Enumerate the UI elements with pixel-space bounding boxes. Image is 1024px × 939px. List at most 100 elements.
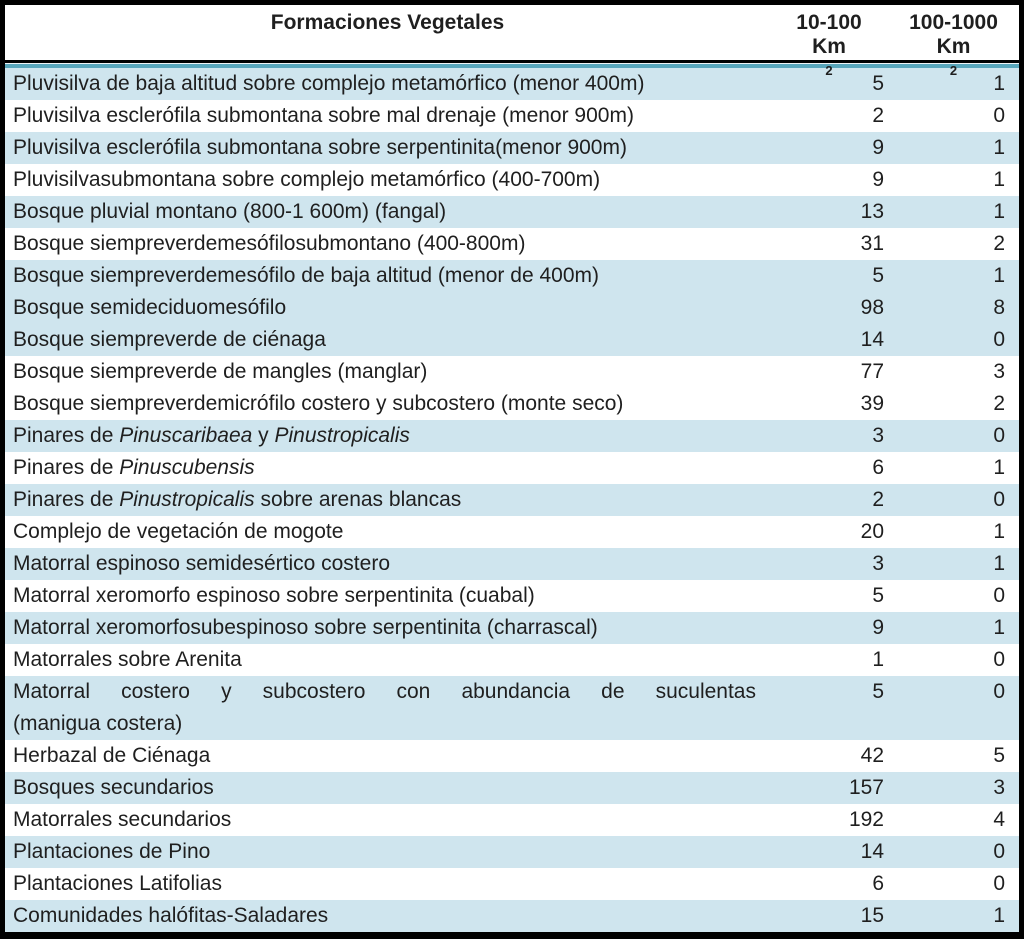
table-row: Matorral xeromorfo espinoso sobre serpen… xyxy=(5,580,1019,612)
formation-label: Pinares de Pinuscubensis xyxy=(13,456,255,479)
table-row: Bosque siempreverde de mangles (manglar)… xyxy=(5,356,1019,388)
value-10-100-km2: 5 xyxy=(872,584,884,607)
table-row: Matorrales secundarios 192 4 xyxy=(5,804,1019,836)
table-row: Comunidades halófitas-Saladares 15 1 xyxy=(5,900,1019,932)
column-unit-label: Km 2 xyxy=(936,35,971,78)
formation-label: Matorral xeromorfo espinoso sobre serpen… xyxy=(13,584,535,607)
formation-label: Plantaciones Latifolias xyxy=(13,872,222,895)
value-100-1000-km2: 0 xyxy=(993,104,1005,127)
table-row: Pluvisilva esclerófila submontana sobre … xyxy=(5,100,1019,132)
value-10-100-km2: 9 xyxy=(872,616,884,639)
value-10-100-km2: 157 xyxy=(848,776,884,799)
value-10-100-km2: 3 xyxy=(872,424,884,447)
table-row: Matorrales sobre Arenita 1 0 xyxy=(5,644,1019,676)
table-row: Bosques secundarios 157 3 xyxy=(5,772,1019,804)
value-100-1000-km2: 0 xyxy=(993,488,1005,511)
value-100-1000-km2: 1 xyxy=(993,264,1005,287)
column-range-label: 100-1000 xyxy=(909,11,998,34)
value-10-100-km2: 5 xyxy=(872,680,884,703)
value-100-1000-km2: 1 xyxy=(993,136,1005,159)
table-row: Matorral xeromorfosubespinoso sobre serp… xyxy=(5,612,1019,644)
table-row: Pinares de Pinustropicalis sobre arenas … xyxy=(5,484,1019,516)
formation-label: Herbazal de Ciénaga xyxy=(13,744,211,767)
value-10-100-km2: 3 xyxy=(872,552,884,575)
value-10-100-km2: 5 xyxy=(872,72,884,95)
formation-label: Pinares de Pinuscaribaea y Pinustropical… xyxy=(13,424,410,447)
formation-label: Comunidades halófitas-Saladares xyxy=(13,904,329,927)
value-100-1000-km2: 1 xyxy=(993,72,1005,95)
value-10-100-km2: 2 xyxy=(872,104,884,127)
value-10-100-km2: 31 xyxy=(860,232,884,255)
value-100-1000-km2: 2 xyxy=(993,392,1005,415)
column-header-formaciones-vegetales: Formaciones Vegetales xyxy=(5,11,770,60)
value-10-100-km2: 9 xyxy=(872,168,884,191)
value-100-1000-km2: 0 xyxy=(993,648,1005,671)
value-100-1000-km2: 0 xyxy=(993,840,1005,863)
table-row: Complejo de vegetación de mogote 20 1 xyxy=(5,516,1019,548)
table-row: Bosque siempreverdemicrófilo costero y s… xyxy=(5,388,1019,420)
formation-label: Pluvisilva esclerófila submontana sobre … xyxy=(13,136,627,159)
table-row: Pluvisilva de baja altitud sobre complej… xyxy=(5,68,1019,100)
value-10-100-km2: 14 xyxy=(860,840,884,863)
formation-label: Pinares de Pinustropicalis sobre arenas … xyxy=(13,488,462,511)
table-row: Plantaciones Latifolias 6 0 xyxy=(5,868,1019,900)
column-header-10-100-km2: 10-100 Km 2 xyxy=(770,11,888,78)
value-100-1000-km2: 1 xyxy=(993,456,1005,479)
table-row: Bosque pluvial montano (800-1 600m) (fan… xyxy=(5,196,1019,228)
value-10-100-km2: 42 xyxy=(860,744,884,767)
value-10-100-km2: 5 xyxy=(872,264,884,287)
value-100-1000-km2: 1 xyxy=(993,200,1005,223)
column-header-label: Formaciones Vegetales xyxy=(270,11,505,34)
value-100-1000-km2: 2 xyxy=(993,232,1005,255)
table-row: Bosque semideciduomesófilo 98 8 xyxy=(5,292,1019,324)
formation-label: Pluvisilvasubmontana sobre complejo meta… xyxy=(13,168,601,191)
table-row: Bosque siempreverdemesófilosubmontano (4… xyxy=(5,228,1019,260)
formation-label: Matorral xeromorfosubespinoso sobre serp… xyxy=(13,616,598,639)
value-10-100-km2: 20 xyxy=(860,520,884,543)
divider-gap xyxy=(5,63,1019,64)
value-10-100-km2: 6 xyxy=(872,456,884,479)
value-100-1000-km2: 0 xyxy=(993,872,1005,895)
table-row: Herbazal de Ciénaga 42 5 xyxy=(5,740,1019,772)
formation-label: Pluvisilva de baja altitud sobre complej… xyxy=(13,72,645,95)
formation-label: Matorrales secundarios xyxy=(13,808,232,831)
column-range-label: 10-100 xyxy=(796,11,862,34)
column-header-100-1000-km2: 100-1000 Km 2 xyxy=(888,11,1019,78)
column-unit-label: Km 2 xyxy=(812,35,846,78)
table-body: Pluvisilva de baja altitud sobre complej… xyxy=(5,68,1019,932)
value-100-1000-km2: 0 xyxy=(993,584,1005,607)
value-10-100-km2: 15 xyxy=(860,904,884,927)
table-row: Plantaciones de Pino 14 0 xyxy=(5,836,1019,868)
value-100-1000-km2: 3 xyxy=(993,360,1005,383)
value-100-1000-km2: 0 xyxy=(993,424,1005,447)
formation-label: Bosques secundarios xyxy=(13,776,214,799)
value-100-1000-km2: 1 xyxy=(993,904,1005,927)
value-10-100-km2: 9 xyxy=(872,136,884,159)
formation-label: Plantaciones de Pino xyxy=(13,840,211,863)
value-100-1000-km2: 4 xyxy=(993,808,1005,831)
value-100-1000-km2: 3 xyxy=(993,776,1005,799)
value-100-1000-km2: 1 xyxy=(993,520,1005,543)
formation-label: Matorral espinoso semidesértico costero xyxy=(13,552,390,575)
value-10-100-km2: 77 xyxy=(860,360,884,383)
formation-label: Bosque siempreverdemesófilosubmontano (4… xyxy=(13,232,526,255)
superscript-2: 2 xyxy=(949,63,958,78)
table-row: Bosque siempreverde de ciénaga 14 0 xyxy=(5,324,1019,356)
formation-label: Matorral costero y subcostero con abunda… xyxy=(13,680,756,735)
table-row: Bosque siempreverdemesófilo de baja alti… xyxy=(5,260,1019,292)
table-row: Pinares de Pinuscaribaea y Pinustropical… xyxy=(5,420,1019,452)
formation-label: Pluvisilva esclerófila submontana sobre … xyxy=(13,104,634,127)
header-accent-line xyxy=(5,64,1019,68)
superscript-2: 2 xyxy=(825,63,833,78)
value-100-1000-km2: 0 xyxy=(993,328,1005,351)
formation-label: Matorrales sobre Arenita xyxy=(13,648,242,671)
table-row: Pluvisilvasubmontana sobre complejo meta… xyxy=(5,164,1019,196)
value-10-100-km2: 1 xyxy=(872,648,884,671)
value-100-1000-km2: 1 xyxy=(993,168,1005,191)
formation-label: Bosque siempreverde de mangles (manglar) xyxy=(13,360,428,383)
value-10-100-km2: 6 xyxy=(872,872,884,895)
value-100-1000-km2: 8 xyxy=(993,296,1005,319)
formation-label: Complejo de vegetación de mogote xyxy=(13,520,344,543)
header-row: Formaciones Vegetales 10-100 Km 2 100-100… xyxy=(5,5,1019,78)
